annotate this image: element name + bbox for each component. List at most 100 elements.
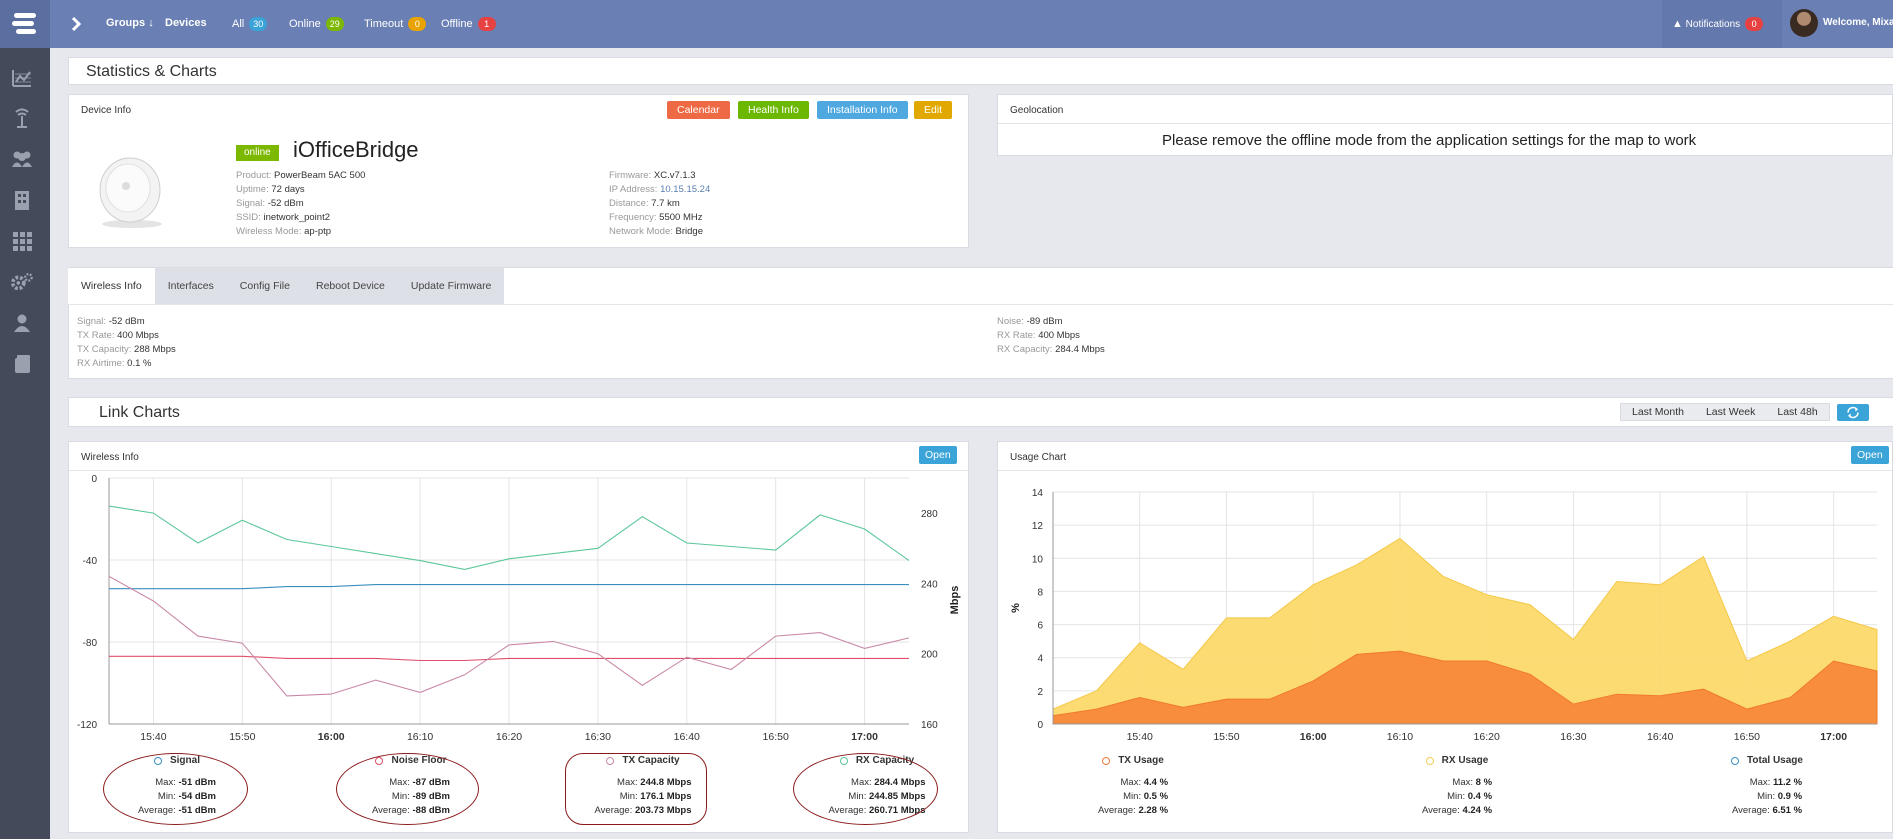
stat-avg: Average: 4.24 % [1422,804,1492,818]
calendar-button[interactable]: Calendar [667,101,730,119]
tab-wireless-info[interactable]: Wireless Info [68,268,155,304]
stat-min: Min: 176.1 Mbps [595,790,692,804]
divider [68,304,1893,305]
field-label: Distance: [609,198,649,209]
filter-online[interactable]: Online 29 [289,17,344,31]
field-label: RX Capacity: [997,344,1053,355]
series-line-rx-capacity [108,505,910,570]
legend-head: TX Capacity [578,755,708,766]
sidebar-building-icon[interactable] [10,188,34,212]
range-last-week[interactable]: Last Week [1705,406,1756,418]
wireless-chart-open-button[interactable]: Open [919,446,957,464]
stat-value: 8 % [1475,777,1493,788]
legend-label: Total Usage [1747,755,1803,766]
y-tick-label: 14 [1032,488,1044,499]
stat-min: Min: 0.5 % [1098,790,1168,804]
field-label: TX Capacity: [77,344,132,355]
welcome-user[interactable]: Welcome, Mixa [1823,17,1893,28]
wireless-chart: 0 -40 -80 -120 280 240 200 160 15:40 15:50 16:00 16… [77,474,961,743]
sidebar-settings-icon[interactable] [10,270,34,294]
stat-min: Min: 0.4 % [1422,790,1492,804]
sidebar-toggle-icon[interactable] [66,14,86,34]
legend-head: TX Usage [1068,755,1198,766]
y-axis-label: % [1010,603,1022,613]
legend-stats: Max: 244.8 Mbps Min: 176.1 Mbps Average: 2… [595,776,692,818]
x-tick-label: 16:50 [763,731,789,743]
filter-offline[interactable]: Offline 1 [441,17,496,31]
series-area-tx-usage [1052,650,1878,725]
x-tick-label: 16:30 [1560,731,1586,743]
avatar[interactable] [1790,9,1818,37]
notifications-button[interactable]: ▲ Notifications 0 [1662,0,1782,48]
y-tick-label: -120 [77,720,97,731]
wi-signal: Signal: -52 dBm [77,316,145,327]
tab-update-firmware[interactable]: Update Firmware [397,268,505,304]
legend-item-total-usage[interactable]: Total Usage Max: 11.2 % Min: 0.9 % Average:… [1702,755,1832,818]
edit-button[interactable]: Edit [914,101,953,119]
sidebar-chart-icon[interactable] [10,66,34,90]
app-logo[interactable] [0,0,50,48]
filter-timeout[interactable]: Timeout 0 [364,17,427,31]
legend-label: TX Usage [1118,755,1164,766]
field-value: 0.1 % [127,358,152,369]
legend-item-tx-capacity[interactable]: TX Capacity Max: 244.8 Mbps Min: 176.1 Mbp… [578,755,708,818]
field-value: 72 days [271,184,305,195]
stat-value: 0.4 % [1467,791,1493,802]
field-label: Firmware: [609,170,652,181]
series-area-total-usage [1052,537,1878,725]
warning-icon: ▲ [1672,18,1683,30]
sidebar-antenna-icon[interactable] [10,106,34,130]
tab-interfaces[interactable]: Interfaces [154,268,227,304]
health-info-button[interactable]: Health Info [738,101,809,119]
device-tabs: Wireless Info Interfaces Config File Reb… [68,268,505,304]
filter-all[interactable]: All 30 [232,17,268,31]
usage-chart-open-button[interactable]: Open [1851,446,1889,464]
groups-menu[interactable]: Groups ↓ [106,17,154,29]
y-tick-label: 4 [1037,654,1043,665]
usage-chart: 0 2 4 6 8 10 12 14 15:40 15:50 16:00 16:10 16:20 16:3… [1010,488,1878,743]
sidebar-user-icon[interactable] [10,311,34,335]
device-info-panel: Device Info [68,94,969,248]
tab-config-file[interactable]: Config File [226,268,303,304]
stat-value: 244.8 Mbps [640,777,692,788]
stat-value: 176.1 Mbps [640,791,692,802]
stat-max: Max: 244.8 Mbps [595,776,692,790]
device-field-signal: Signal: -52 dBm [236,198,304,209]
link-charts-bar: Link Charts [68,397,1893,427]
legend-stats: Max: 4.4 % Min: 0.5 % Average: 2.28 % [1098,776,1168,818]
stat-label: Min: [1757,791,1778,802]
device-image [92,152,170,230]
wi-rx-airtime: RX Airtime: 0.1 % [77,358,151,369]
installation-info-button[interactable]: Installation Info [817,101,908,119]
field-label: Noise: [997,316,1024,327]
filter-offline-label: Offline [441,18,473,30]
wi-noise: Noise: -89 dBm [997,316,1062,327]
sidebar-archive-icon[interactable] [10,352,34,376]
stat-value: 4.24 % [1462,805,1493,816]
refresh-icon [1847,406,1859,419]
tab-reboot-device[interactable]: Reboot Device [303,268,398,304]
field-label: Wireless Mode: [236,226,302,237]
refresh-button[interactable] [1837,404,1869,421]
usage-chart-title: Usage Chart [1010,452,1067,463]
sidebar-grid-icon[interactable] [10,229,34,253]
legend-item-rx-usage[interactable]: RX Usage Max: 8 % Min: 0.4 % Average: 4.24 … [1392,755,1522,818]
filter-timeout-count: 0 [408,17,427,31]
stat-max: Max: 8 % [1422,776,1492,790]
sidebar-users-icon[interactable] [10,147,34,171]
devices-link[interactable]: Devices [165,17,207,29]
divider [69,470,968,471]
legend-label: RX Usage [1441,755,1489,766]
range-last-month[interactable]: Last Month [1632,406,1684,418]
field-value: 7.7 km [651,198,680,209]
stat-label: Max: [1749,777,1773,788]
range-last-48h[interactable]: Last 48h [1777,406,1818,418]
legend-item-tx-usage[interactable]: TX Usage Max: 4.4 % Min: 0.5 % Average: 2.2… [1068,755,1198,818]
top-bar: Groups ↓ Devices All 30 Online 29 Timeout 0… [0,0,1893,48]
geolocation-panel: Geolocation Please remove the offline mo… [997,94,1893,156]
series-line-tx-capacity [108,575,910,697]
legend-head: Total Usage [1702,755,1832,766]
page-title: Statistics & Charts [86,63,217,80]
stat-value: 6.51 % [1772,805,1803,816]
field-value: 288 Mbps [134,344,176,355]
